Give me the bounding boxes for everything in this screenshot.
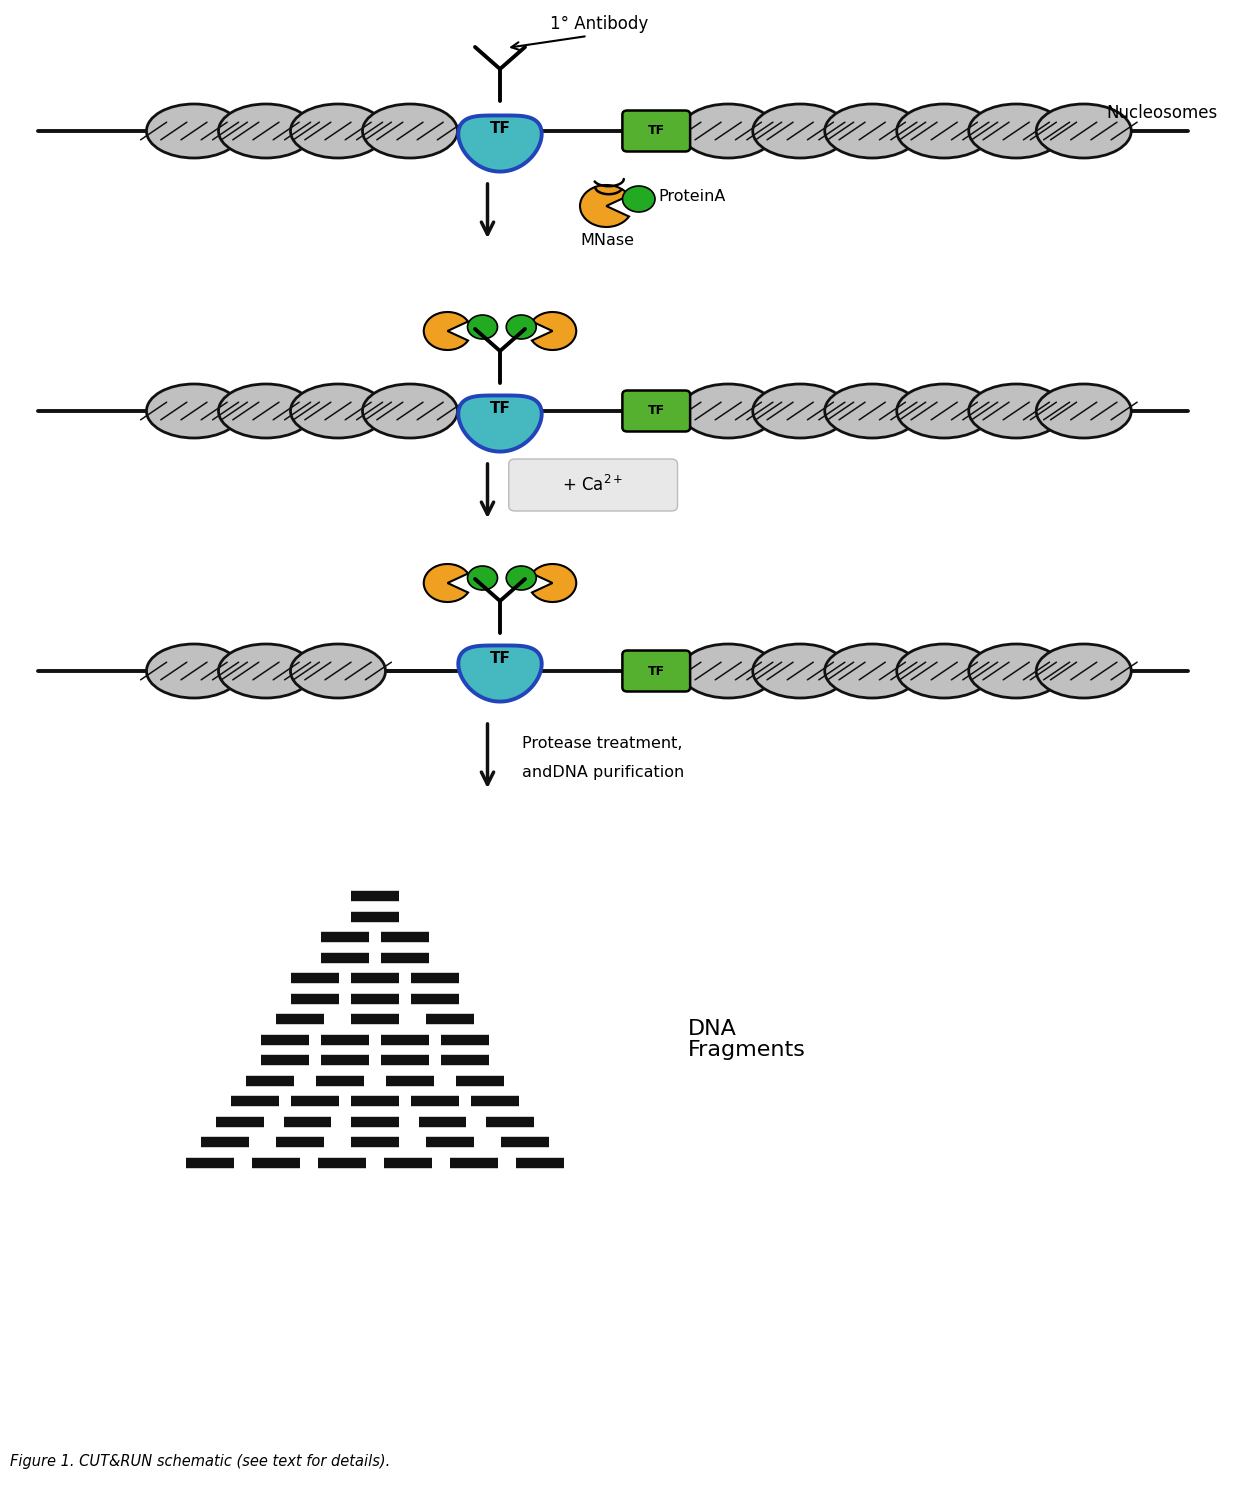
- Text: Figure 1. CUT&RUN schematic (see text for details).: Figure 1. CUT&RUN schematic (see text fo…: [10, 1454, 390, 1469]
- Ellipse shape: [752, 104, 848, 158]
- Ellipse shape: [290, 104, 385, 158]
- Text: Fragments: Fragments: [688, 1039, 805, 1060]
- Ellipse shape: [362, 385, 458, 438]
- Ellipse shape: [1036, 385, 1131, 438]
- Ellipse shape: [896, 385, 991, 438]
- Text: + Ca$^{2+}$: + Ca$^{2+}$: [562, 476, 624, 495]
- Ellipse shape: [969, 104, 1064, 158]
- Polygon shape: [459, 646, 541, 702]
- Ellipse shape: [681, 385, 776, 438]
- Text: TF: TF: [490, 121, 510, 136]
- Text: TF: TF: [490, 401, 510, 416]
- Ellipse shape: [681, 104, 776, 158]
- Text: TF: TF: [490, 652, 510, 666]
- Ellipse shape: [752, 644, 848, 698]
- Circle shape: [506, 315, 536, 338]
- FancyBboxPatch shape: [622, 110, 690, 152]
- Wedge shape: [580, 185, 629, 227]
- Ellipse shape: [969, 385, 1064, 438]
- Text: Nucleosomes: Nucleosomes: [1106, 104, 1218, 122]
- Ellipse shape: [825, 644, 920, 698]
- Text: TF: TF: [648, 404, 665, 417]
- Ellipse shape: [146, 104, 241, 158]
- Wedge shape: [532, 312, 576, 350]
- Ellipse shape: [1036, 644, 1131, 698]
- Text: Protease treatment,: Protease treatment,: [522, 735, 683, 750]
- Ellipse shape: [969, 644, 1064, 698]
- Circle shape: [622, 186, 655, 212]
- Text: MNase: MNase: [580, 233, 635, 248]
- Ellipse shape: [219, 385, 314, 438]
- Ellipse shape: [825, 104, 920, 158]
- Ellipse shape: [219, 104, 314, 158]
- Text: 1° Antibody: 1° Antibody: [550, 15, 649, 33]
- Ellipse shape: [290, 644, 385, 698]
- Text: ProteinA: ProteinA: [659, 189, 726, 204]
- Text: andDNA purification: andDNA purification: [522, 765, 685, 780]
- FancyBboxPatch shape: [622, 650, 690, 692]
- Ellipse shape: [146, 385, 241, 438]
- Text: TF: TF: [648, 665, 665, 677]
- Text: TF: TF: [648, 125, 665, 137]
- Wedge shape: [424, 312, 468, 350]
- Ellipse shape: [146, 644, 241, 698]
- Ellipse shape: [825, 385, 920, 438]
- Ellipse shape: [362, 104, 458, 158]
- Wedge shape: [424, 564, 468, 602]
- Polygon shape: [459, 395, 541, 452]
- Ellipse shape: [896, 104, 991, 158]
- Ellipse shape: [1036, 104, 1131, 158]
- FancyBboxPatch shape: [509, 459, 678, 511]
- FancyBboxPatch shape: [622, 391, 690, 431]
- Ellipse shape: [896, 644, 991, 698]
- Circle shape: [506, 567, 536, 590]
- Ellipse shape: [752, 385, 848, 438]
- Circle shape: [468, 315, 498, 338]
- Ellipse shape: [290, 385, 385, 438]
- Ellipse shape: [219, 644, 314, 698]
- Text: DNA: DNA: [688, 1020, 736, 1039]
- Wedge shape: [532, 564, 576, 602]
- Ellipse shape: [681, 644, 776, 698]
- Circle shape: [468, 567, 498, 590]
- Polygon shape: [459, 115, 541, 171]
